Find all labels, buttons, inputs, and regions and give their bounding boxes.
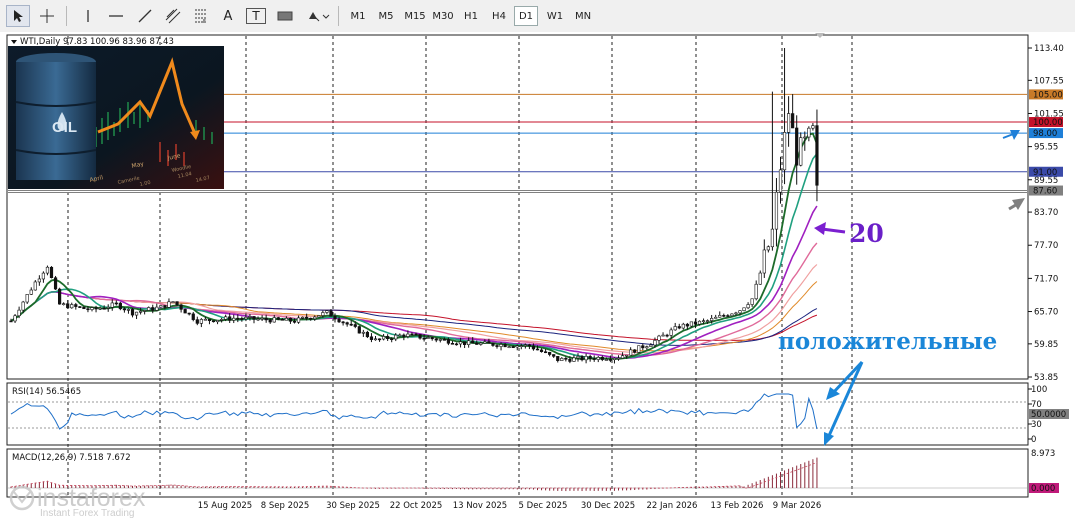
price-axis: 113.40 107.55 101.55 95.55 89.55 83.70 77.70 71… (1028, 44, 1069, 494)
scroll-marker-icon (815, 33, 825, 38)
macd-histogram (8, 457, 1027, 492)
oil-image: OIL April May June Camerile Woodlie 1.00… (8, 46, 224, 189)
image-month-3: June (166, 152, 182, 162)
date-tick-label: 22 Oct 2025 (390, 501, 443, 511)
rsi-pane (6, 382, 1029, 446)
level-tag (1029, 89, 1063, 100)
svg-text:11.04: 11.04 (177, 171, 192, 180)
svg-text:Camerile: Camerile (117, 175, 140, 186)
level-tag (1029, 166, 1063, 177)
instaforex-watermark: instaforex Instant Forex Trading (9, 484, 146, 519)
price-chart[interactable]: 113.40 107.55 101.55 95.55 89.55 83.70 77.70 71… (0, 32, 1075, 521)
fibonacci-icon[interactable]: F (190, 5, 212, 27)
level-tag-label: 91.00 (1033, 168, 1057, 178)
timeframe-m15[interactable]: M15 (404, 10, 426, 22)
svg-text:14.07: 14.07 (195, 175, 210, 184)
rsi-tick-label: 0 (1031, 435, 1036, 445)
arrow-to-98 (1002, 130, 1020, 140)
date-tick-label: 22 Jan 2026 (647, 501, 698, 511)
rsi-current-label: 50.0000 (1031, 410, 1066, 420)
shapes-icon[interactable] (304, 5, 332, 27)
timeframe-h4[interactable]: H4 (492, 10, 506, 22)
level-tag (1029, 185, 1063, 196)
image-month-2: May (131, 160, 145, 170)
timeframe-w1[interactable]: W1 (546, 10, 564, 22)
watermark-brand: instaforex (37, 484, 146, 512)
image-month-1: April (89, 174, 104, 184)
date-tick-label: 8 Sep 2025 (261, 501, 309, 511)
rsi-current-tag (1029, 409, 1069, 419)
date-tick-label: 30 Sep 2025 (326, 501, 380, 511)
text-icon[interactable]: A (223, 8, 233, 24)
drawing-toolbar: F A T M1 M5 M15 M30 H1 H4 D1 W1 MN (0, 0, 1075, 33)
macd-pane (6, 448, 1029, 498)
rsi-tick-label: 70 (1031, 400, 1042, 410)
watermark-tagline: Instant Forex Trading (40, 508, 135, 519)
level-tag-label: 98.00 (1033, 129, 1057, 139)
price-tick-label: 71.70 (1034, 274, 1058, 284)
timeframe-h1[interactable]: H1 (464, 10, 478, 22)
macd-tick-label: 0.000 (1031, 484, 1055, 494)
price-tick-label: 89.55 (1034, 176, 1058, 186)
date-tick-label: 30 Dec 2025 (581, 501, 635, 511)
level-tag-label: 100.00 (1033, 118, 1063, 128)
price-tick-label: 53.85 (1034, 373, 1058, 383)
level-tag (1029, 117, 1063, 128)
arrow-cursor-icon[interactable] (6, 5, 30, 27)
channel-icon[interactable] (162, 5, 184, 27)
date-tick-label: 13 Nov 2025 (453, 501, 507, 511)
price-tick-label: 101.55 (1034, 109, 1064, 119)
macd-zero-tag (1029, 483, 1059, 493)
svg-text:Woodlie: Woodlie (171, 164, 192, 174)
date-tick-label: 9 Mar 2026 (773, 501, 821, 511)
price-tick-label: 83.70 (1034, 208, 1058, 218)
price-tick-label: 65.70 (1034, 308, 1058, 318)
svg-text:F: F (203, 19, 206, 24)
horizontal-line-icon[interactable] (105, 5, 127, 27)
trendline-icon[interactable] (134, 5, 156, 27)
rsi-tick-label: 100 (1031, 385, 1047, 395)
vertical-line-icon[interactable] (78, 5, 98, 27)
macd-label: MACD(12,26,9) 7.518 7.672 (12, 453, 131, 463)
rectangle-icon[interactable] (275, 5, 295, 27)
arrow-to-87 (1008, 198, 1025, 211)
price-tick-label: 95.55 (1034, 143, 1058, 153)
rsi-line (10, 393, 818, 430)
level-tag (1029, 128, 1063, 139)
level-tag-label: 105.00 (1033, 90, 1063, 100)
timeframe-m5[interactable]: M5 (378, 10, 394, 22)
ma-period-label: 20 (849, 219, 884, 248)
symbol-info: WTI,Daily 97.83 100.96 83.96 87.43 (11, 37, 174, 47)
macd-tick-label: 8.973 (1031, 449, 1055, 459)
positive-annotation: положительные (778, 328, 997, 446)
symbol-info-text: WTI,Daily 97.83 100.96 83.96 87.43 (20, 37, 174, 47)
level-tag-label: 87.60 (1033, 187, 1057, 197)
timeframe-m30[interactable]: M30 (432, 10, 454, 22)
timeframe-mn[interactable]: MN (574, 10, 592, 22)
barrel-label: OIL (52, 119, 77, 136)
candlesticks (9, 48, 819, 364)
timeframe-d1[interactable]: D1 (514, 6, 538, 26)
svg-text:1.00: 1.00 (139, 180, 151, 188)
ma-period-annotation: 20 (814, 219, 884, 248)
price-tick-label: 107.55 (1034, 76, 1064, 86)
rsi-label: RSI(14) 56.5465 (12, 387, 81, 397)
vertical-grid (8, 36, 1027, 497)
positive-label: положительные (778, 328, 997, 355)
time-axis: 15 Aug 2025 8 Sep 2025 30 Sep 2025 22 Oct 2… (198, 501, 821, 511)
price-tick-label: 59.85 (1034, 340, 1058, 350)
crosshair-icon[interactable] (34, 5, 60, 27)
price-tick-label: 77.70 (1034, 241, 1058, 251)
toolbar-divider (338, 6, 339, 26)
date-tick-label: 5 Dec 2025 (519, 501, 568, 511)
rsi-tick-label: 30 (1031, 420, 1042, 430)
date-tick-label: 13 Feb 2026 (711, 501, 764, 511)
date-tick-label: 15 Aug 2025 (198, 501, 252, 511)
text-label-icon[interactable]: T (246, 8, 266, 24)
toolbar-divider (66, 6, 67, 26)
main-pane (6, 34, 1029, 380)
timeframe-m1[interactable]: M1 (350, 10, 366, 22)
price-tick-label: 113.40 (1034, 44, 1064, 54)
